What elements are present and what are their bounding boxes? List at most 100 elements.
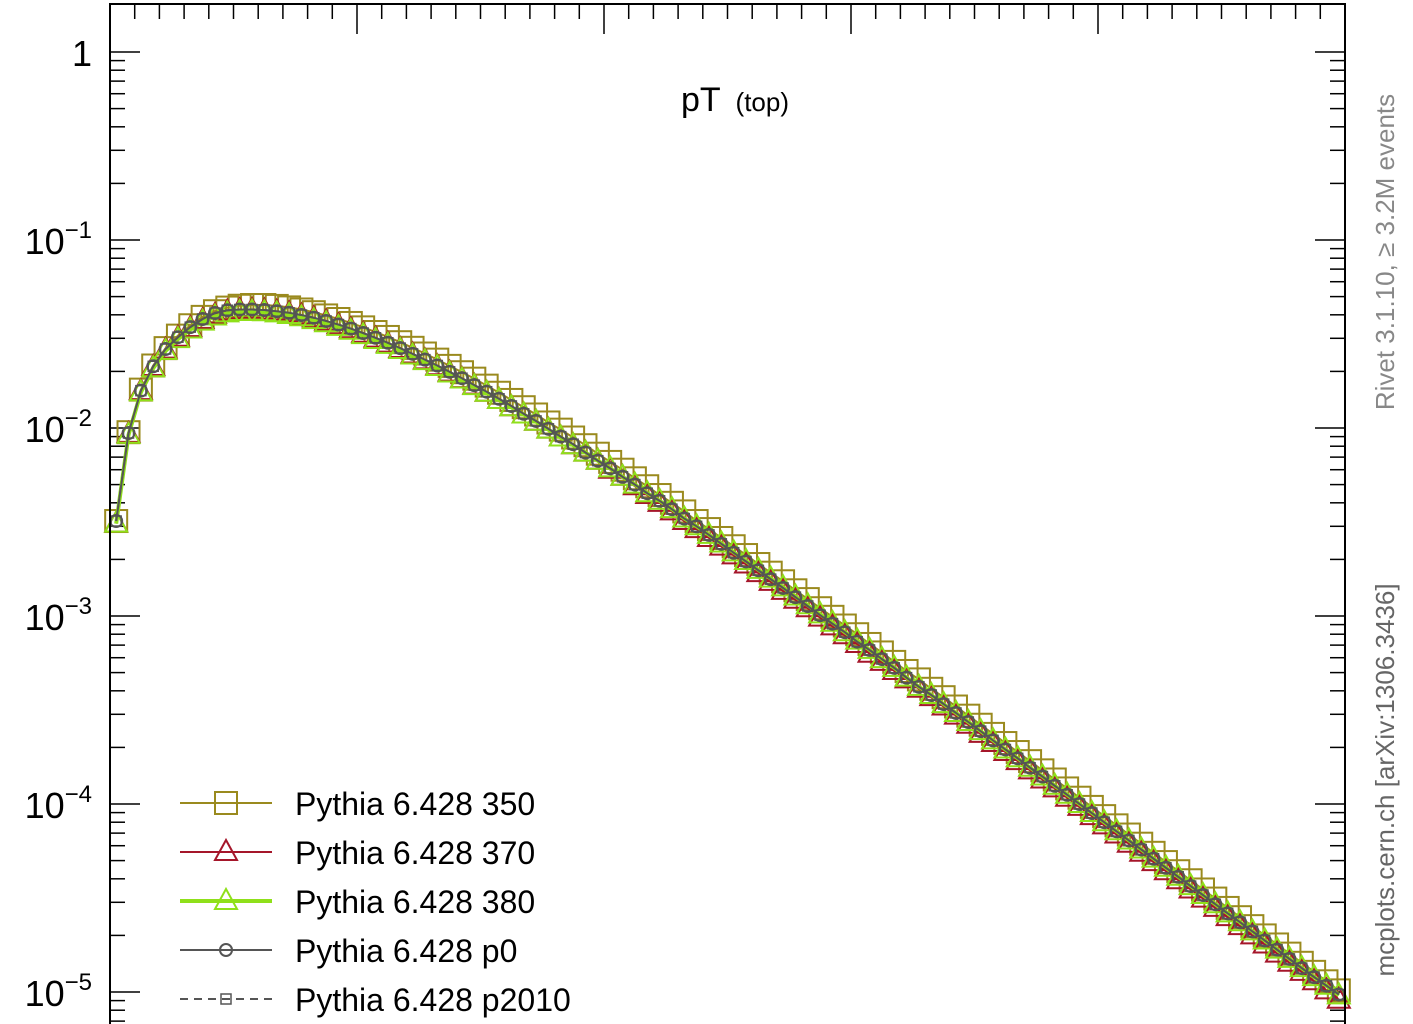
- data-point: [505, 400, 518, 412]
- data-point: [641, 487, 653, 499]
- data-point: [727, 546, 740, 559]
- data-point: [542, 423, 555, 435]
- data-point: [961, 715, 976, 730]
- data-point: [862, 642, 877, 657]
- y-tick-label-base: 10: [25, 785, 65, 826]
- legend-label: Pythia 6.428 380: [295, 884, 535, 920]
- data-point: [973, 724, 988, 739]
- data-point: [1073, 798, 1086, 810]
- y-tick-label: 10−4: [25, 781, 92, 826]
- data-point: [874, 652, 889, 667]
- data-point: [1123, 834, 1135, 847]
- y-tick-label-base: 10: [25, 597, 65, 638]
- data-point: [332, 318, 345, 331]
- data-point: [147, 360, 159, 373]
- y-tick-label-exponent: −1: [65, 217, 92, 244]
- legend-label: Pythia 6.428 370: [295, 835, 535, 871]
- data-point: [1271, 943, 1283, 956]
- data-point: [986, 733, 1001, 748]
- data-point: [887, 660, 902, 675]
- data-point: [1158, 860, 1173, 875]
- data-point: [1049, 780, 1061, 792]
- data-point: [1282, 951, 1297, 966]
- legend-label: Pythia 6.428 p2010: [295, 982, 571, 1018]
- data-point: [677, 511, 692, 526]
- data-point: [172, 331, 184, 343]
- data-point: [948, 705, 963, 720]
- legend-marker: [214, 791, 238, 815]
- data-point: [468, 379, 481, 391]
- data-point: [430, 358, 445, 373]
- data-point: [184, 321, 197, 333]
- data-point: [962, 716, 975, 728]
- data-point: [814, 609, 826, 621]
- data-point: [382, 337, 394, 349]
- data-point: [368, 330, 383, 345]
- data-point: [703, 529, 715, 541]
- source-label: mcplots.cern.ch [arXiv:1306.3436]: [1370, 583, 1400, 976]
- data-point: [456, 372, 468, 384]
- data-point: [763, 572, 778, 587]
- data-point: [1258, 934, 1271, 947]
- data-point: [566, 437, 581, 452]
- y-tick-label: 10−5: [25, 969, 92, 1014]
- data-point: [1307, 970, 1322, 985]
- data-point: [802, 600, 814, 612]
- data-point: [1060, 787, 1075, 802]
- data-point: [590, 453, 605, 468]
- data-point: [196, 313, 209, 325]
- data-point: [1320, 979, 1333, 992]
- data-point: [616, 471, 629, 483]
- data-point: [690, 520, 703, 533]
- data-point: [1160, 862, 1172, 874]
- data-point: [987, 734, 999, 747]
- data-point: [504, 398, 519, 413]
- data-point: [357, 327, 369, 339]
- data-point: [825, 616, 840, 631]
- data-point: [664, 502, 679, 517]
- data-point: [604, 462, 616, 475]
- data-point: [1319, 978, 1334, 993]
- y-tick-label: 10−1: [25, 217, 92, 262]
- data-point: [913, 681, 925, 693]
- data-point: [1234, 916, 1246, 928]
- data-point: [701, 527, 716, 542]
- data-point: [826, 617, 839, 630]
- axis-ticks: [109, 4, 1346, 1022]
- data-point: [1036, 770, 1049, 783]
- data-point: [1197, 889, 1209, 901]
- legend-marker: [219, 943, 233, 957]
- data-point: [837, 625, 852, 640]
- data-point: [406, 348, 419, 360]
- data-point: [345, 322, 357, 335]
- data-point: [295, 309, 308, 321]
- data-point: [567, 438, 579, 450]
- y-tick-label-base: 10: [25, 409, 65, 450]
- data-point: [467, 378, 482, 393]
- data-point: [739, 554, 754, 569]
- data-point: [233, 303, 246, 316]
- data-point: [1047, 778, 1062, 793]
- data-point: [776, 580, 791, 595]
- data-point: [369, 332, 382, 344]
- data-point: [110, 515, 122, 527]
- legend-entry: Pythia 6.428 350: [180, 786, 535, 822]
- chart-title: pT (top): [681, 81, 789, 119]
- data-point: [320, 315, 332, 327]
- data-point: [1135, 843, 1147, 856]
- data-point: [937, 698, 950, 710]
- data-point: [1110, 825, 1123, 838]
- data-point: [950, 707, 962, 719]
- legend-entry: Pythia 6.428 380: [180, 884, 535, 920]
- y-tick-label-exponent: −3: [65, 593, 92, 620]
- data-point: [183, 320, 198, 335]
- data-point: [1257, 933, 1272, 948]
- data-point: [121, 426, 136, 441]
- data-point: [405, 346, 420, 361]
- data-point: [1208, 897, 1223, 912]
- data-point: [777, 582, 789, 594]
- data-point: [319, 313, 334, 328]
- y-tick-label-base: 10: [25, 973, 65, 1014]
- data-point: [492, 391, 507, 406]
